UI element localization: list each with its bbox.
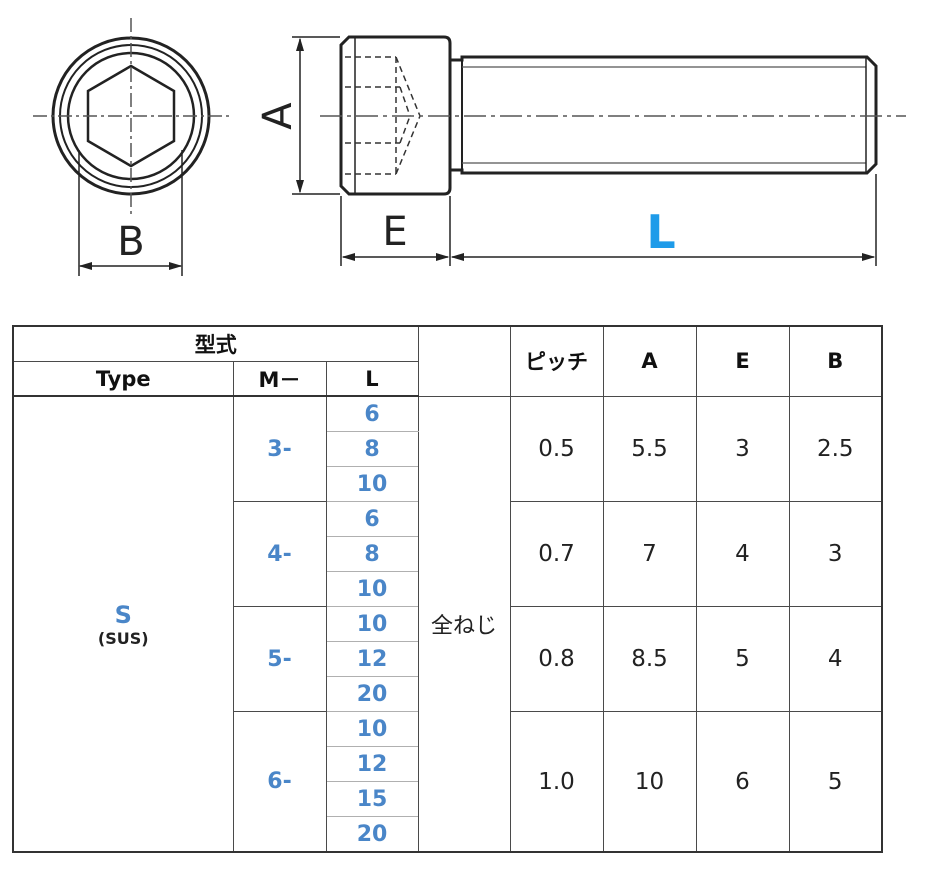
length-cell: 20 [325,676,419,712]
m-size: 5- [232,606,327,712]
header-a: A [602,325,697,397]
b-value: 4 [788,606,883,712]
thread-type: 全ねじ [417,395,511,853]
header-m: M－ [232,361,327,397]
e-value: 4 [695,501,790,607]
type-material: (SUS) [97,628,149,648]
length-cell: 6 [325,501,419,537]
spec-table: 型式 ピッチ A E B Type M－ L S (SUS) 3- 6 [12,325,883,853]
length-cell: 10 [325,571,419,607]
header-thread-blank [417,325,511,397]
header-type: Type [12,361,234,397]
m-size: 6- [232,711,327,853]
dimension-l: L [450,174,877,266]
e-value: 6 [695,711,790,853]
length-cell: 12 [325,641,419,677]
b-value: 5 [788,711,883,853]
dimension-e: E [340,196,451,266]
dimension-b: B [78,150,183,276]
length-cell: 6 [325,395,419,432]
pitch-value: 0.7 [509,501,604,607]
length-cell: 10 [325,711,419,747]
header-l: L [325,361,419,397]
a-value: 7 [602,501,697,607]
hex-socket-shape [86,64,176,168]
length-cell: 10 [325,606,419,642]
length-cell: 12 [325,746,419,782]
length-cell: 8 [325,536,419,572]
b-value: 2.5 [788,395,883,502]
label-b: B [117,219,144,265]
label-e: E [382,209,407,255]
length-cell: 8 [325,431,419,467]
a-value: 5.5 [602,395,697,502]
m-size: 3- [232,395,327,502]
pitch-value: 1.0 [509,711,604,853]
dimension-a: A [255,36,340,195]
header-b: B [788,325,883,397]
label-l: L [646,205,675,259]
header-pitch: ピッチ [509,325,604,397]
m-size: 4- [232,501,327,607]
e-value: 3 [695,395,790,502]
label-a: A [255,102,301,130]
length-cell: 10 [325,466,419,502]
screw-drawing: B A [33,18,906,276]
a-value: 10 [602,711,697,853]
head-end-view [33,18,232,214]
length-cell: 15 [325,781,419,817]
e-value: 5 [695,606,790,712]
pitch-value: 0.5 [509,395,604,502]
header-e: E [695,325,790,397]
a-value: 8.5 [602,606,697,712]
header-model: 型式 [12,325,419,362]
pitch-value: 0.8 [509,606,604,712]
type-name: S [114,600,132,629]
type-cell: S (SUS) [12,395,234,853]
length-cell: 20 [325,816,419,853]
screw-side-view [320,35,906,196]
b-value: 3 [788,501,883,607]
